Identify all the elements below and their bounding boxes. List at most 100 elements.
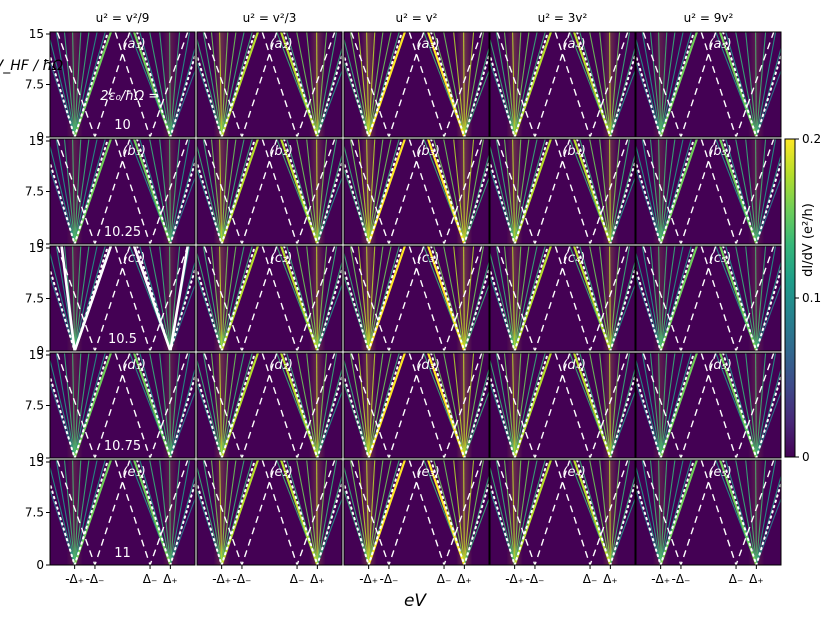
edge-glow	[66, 460, 83, 565]
dashed-guide	[114, 460, 189, 565]
dashed-guide	[496, 460, 571, 565]
panel-a₂: (a₂)	[196, 31, 343, 138]
dashed-guide	[408, 353, 483, 458]
dotted-guide	[576, 139, 635, 244]
panel-label: (d₃)	[416, 358, 440, 373]
dashed-guide	[261, 460, 336, 565]
panel-heatmap	[197, 139, 342, 244]
panel-frame	[343, 459, 490, 566]
column-title: u² = v²/9	[96, 11, 150, 25]
x-tick-label: Δ₊	[310, 572, 325, 586]
edge-glow	[360, 246, 377, 351]
row-parameter-value: 10.5	[108, 332, 137, 347]
dashed-guide	[496, 139, 571, 244]
row-parameter-value: 10.75	[104, 439, 141, 454]
edge-glow	[748, 460, 765, 565]
dashed-guide	[496, 246, 571, 351]
panel-label: (d₁)	[122, 358, 146, 373]
panel-frame	[343, 245, 490, 352]
column-title: u² = v²/3	[243, 11, 297, 25]
dashed-guide	[203, 139, 278, 244]
panel-c₄: (c₄)	[489, 245, 636, 352]
edge-glow	[360, 32, 377, 137]
row-parameter-value: 11	[114, 546, 131, 561]
panel-heatmap	[344, 353, 489, 458]
panel-grid: (a₁) 10 0 7.5 15 (a₂) (a₃) (a₄) (a₅) (b₁) 10.25 0 7.…	[25, 27, 782, 586]
x-tick-label: -Δ₊	[359, 572, 378, 586]
edge-glow	[506, 353, 523, 458]
y-tick-label: 7.5	[25, 78, 44, 92]
column-titles: u² = v²/9 u² = v²/3 u² = v² u² = 3v² u² = 9v…	[96, 11, 734, 25]
dashed-guide	[642, 139, 717, 244]
x-tick-label: Δ₊	[749, 572, 764, 586]
panel-frame	[196, 245, 343, 352]
panel-e₁: (e₁) 11 0 7.5 15 -Δ₊ -Δ₋ Δ₋ Δ₊	[25, 455, 196, 586]
edge-glow	[748, 139, 765, 244]
panel-d₃: (d₃)	[343, 352, 490, 459]
dotted-guide	[50, 353, 109, 458]
dotted-guide	[576, 353, 635, 458]
edge-glow	[360, 353, 377, 458]
panel-label: (c₂)	[270, 251, 293, 266]
x-tick-label: -Δ₊	[212, 572, 231, 586]
dotted-guide	[197, 353, 256, 458]
panel-frame	[196, 31, 343, 138]
dotted-guide	[576, 246, 635, 351]
edge-glow	[162, 32, 179, 137]
x-tick-label: -Δ₋	[526, 572, 545, 586]
edge-glow	[748, 353, 765, 458]
panel-heatmap	[197, 460, 342, 565]
panel-frame	[635, 352, 782, 459]
panel-label: (e₁)	[122, 465, 145, 480]
dashed-guide	[642, 246, 717, 351]
edge-glow	[213, 460, 230, 565]
panel-frame	[489, 459, 636, 566]
solid-white-line	[60, 246, 113, 351]
dashed-guide	[350, 246, 425, 351]
dotted-guide	[344, 246, 403, 351]
dotted-guide	[344, 32, 403, 137]
panel-heatmap	[50, 246, 195, 351]
y-tick-label: 7.5	[25, 185, 44, 199]
edge-glow	[456, 246, 473, 351]
dotted-guide	[636, 353, 695, 458]
panel-heatmap	[344, 32, 489, 137]
edge-glow	[360, 460, 377, 565]
panel-heatmap	[490, 460, 635, 565]
dashed-guide	[554, 32, 629, 137]
colorbar-tick-label: 0	[802, 450, 810, 464]
x-tick-label: -Δ₊	[65, 572, 84, 586]
y-tick-label: 0	[36, 451, 44, 465]
column-title: u² = 3v²	[538, 11, 588, 25]
dotted-guide	[636, 460, 695, 565]
panel-heatmap	[490, 353, 635, 458]
dashed-guide	[56, 460, 131, 565]
panel-label: (e₂)	[269, 465, 292, 480]
row-parameter-value: 10	[114, 118, 131, 133]
y-tick-label: 15	[29, 455, 44, 469]
dashed-guide	[203, 353, 278, 458]
x-tick-label: Δ₊	[163, 572, 178, 586]
dashed-guide	[350, 139, 425, 244]
edge-glow	[213, 353, 230, 458]
panel-label: (e₃)	[416, 465, 439, 480]
edge-glow	[162, 353, 179, 458]
panel-b₁: (b₁) 10.25 0 7.5 15	[25, 134, 196, 251]
panel-e₂: (e₂) -Δ₊ -Δ₋ Δ₋ Δ₊	[196, 459, 343, 586]
panel-label: (c₅)	[709, 251, 732, 266]
dotted-guide	[197, 139, 256, 244]
panel-heatmap	[197, 246, 342, 351]
edge-glow	[66, 32, 83, 137]
edge-glow	[360, 139, 377, 244]
panel-label: (a₄)	[562, 37, 585, 52]
dotted-guide	[576, 460, 635, 565]
x-tick-label: Δ₋	[583, 572, 598, 586]
y-tick-label: 0	[36, 237, 44, 251]
dotted-guide	[490, 460, 549, 565]
panel-b₃: (b₃)	[343, 138, 490, 245]
panel-heatmap	[50, 32, 195, 137]
dotted-guide	[50, 32, 109, 137]
panel-heatmap	[344, 139, 489, 244]
dashed-guide	[114, 353, 189, 458]
dashed-guide	[114, 246, 189, 351]
